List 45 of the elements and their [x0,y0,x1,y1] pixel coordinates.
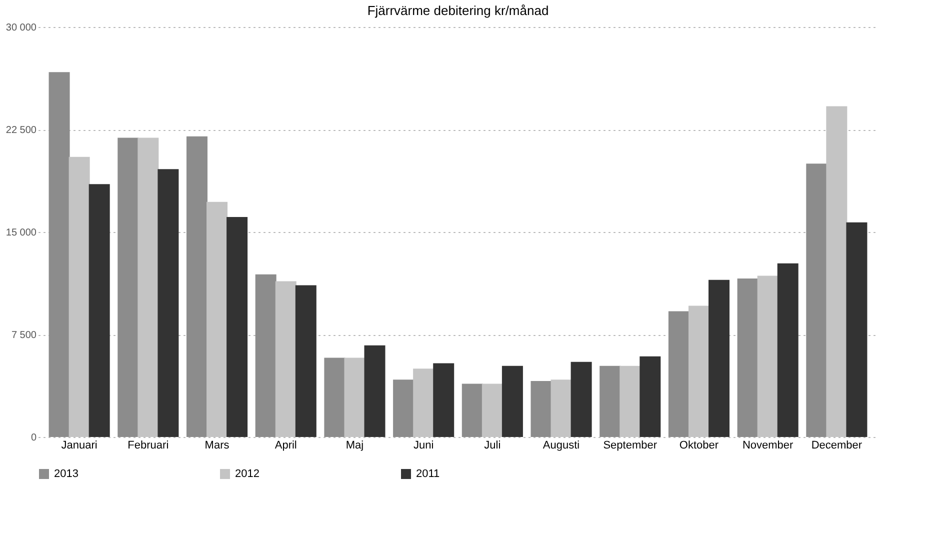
x-tick-label: April [274,440,297,452]
bar [324,358,346,437]
bar [708,280,730,437]
bar [600,366,621,437]
bar [48,72,70,437]
bar [226,216,248,437]
x-tick-label: Oktober [679,440,719,452]
x-tick-label: Augusti [542,440,580,452]
x-tick-label: Maj [346,440,364,452]
bar [846,222,868,437]
bar [295,285,316,437]
y-tick-label: 0 [30,432,37,444]
x-tick-label: November [742,440,794,452]
bar [462,384,483,437]
bar [502,366,523,437]
legend-label: 2011 [416,468,440,480]
bar [433,363,454,437]
x-tick-label: Mars [204,440,230,452]
bar [118,138,139,437]
bar [777,263,798,437]
bar [255,274,276,437]
bar [364,345,386,437]
x-tick-label: December [811,440,862,452]
y-tick-label: 7 500 [11,330,37,341]
bar [737,278,758,437]
x-tick-label: Juni [413,440,434,452]
x-tick-label: September [603,440,658,452]
bar [88,184,110,437]
bar [806,164,828,437]
x-tick-label: Januari [61,440,98,452]
legend-label: 2012 [235,468,260,480]
bar [668,311,690,437]
bar [640,356,661,437]
x-tick-label: Juli [484,440,501,452]
legend-label: 2013 [54,468,78,480]
bar [186,136,208,437]
y-tick-label: 30 000 [6,22,37,34]
bar [158,169,179,437]
bar [570,362,592,437]
y-tick-label: 15 000 [6,228,37,238]
bar [393,380,414,437]
chart-title: Fjärrvärme debitering kr/månad [367,3,549,18]
y-tick-label: 22 500 [6,125,37,136]
bar [530,380,552,437]
x-tick-label: Februari [128,440,169,452]
